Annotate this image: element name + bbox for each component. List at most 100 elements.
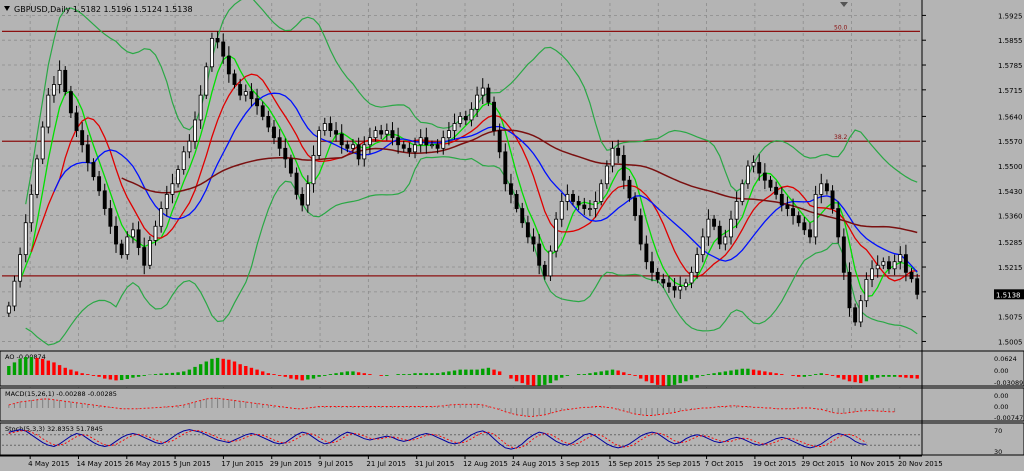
- candle-body: [317, 130, 322, 156]
- candle-body: [463, 116, 468, 121]
- candle-body: [57, 69, 62, 85]
- candle: [757, 153, 762, 181]
- candle-body: [334, 130, 339, 135]
- candle-body: [136, 229, 141, 248]
- candlesticks: [6, 31, 920, 328]
- candle-body: [300, 193, 305, 206]
- candle: [283, 138, 288, 168]
- candle-body: [898, 254, 903, 263]
- candle: [836, 201, 841, 244]
- candle: [531, 228, 536, 252]
- candle: [396, 127, 401, 154]
- candle-body: [768, 179, 773, 188]
- candle: [661, 273, 666, 289]
- candle: [221, 33, 226, 64]
- candle: [345, 140, 350, 153]
- shift-marker-icon[interactable]: [840, 2, 848, 7]
- candle-body: [198, 94, 203, 121]
- candle-body: [119, 243, 124, 256]
- candle: [729, 210, 733, 245]
- candle-body: [779, 193, 784, 206]
- candle-body: [915, 278, 920, 295]
- candle: [176, 165, 181, 188]
- candle: [356, 137, 361, 166]
- candle: [181, 146, 186, 175]
- candle: [367, 127, 372, 154]
- candle: [226, 46, 231, 83]
- candle-body: [887, 261, 891, 270]
- candle: [266, 110, 271, 133]
- candle: [204, 62, 209, 99]
- candle-body: [187, 140, 192, 153]
- price-tick-label: 1.5285: [998, 239, 1023, 247]
- candle: [418, 129, 423, 153]
- candle-body: [576, 201, 581, 206]
- price-tick-label: 1.5785: [998, 62, 1023, 70]
- candle: [655, 268, 660, 284]
- candle-body: [238, 84, 243, 96]
- price-tick-label: 1.5360: [998, 213, 1023, 221]
- candle: [571, 190, 575, 206]
- candle-body: [503, 151, 508, 185]
- date-axis: 4 May 2015 14 May 2015 26 May 2015 5 Jun 20…: [0, 455, 943, 468]
- candle: [441, 130, 446, 155]
- stoch-signal-line: [8, 429, 867, 449]
- candle-body: [864, 279, 869, 302]
- candle-body: [723, 236, 728, 245]
- candle: [435, 139, 440, 154]
- candle-body: [226, 55, 231, 75]
- candle: [480, 78, 485, 105]
- candle: [604, 160, 609, 189]
- candle: [249, 83, 254, 107]
- candle-body: [266, 116, 271, 128]
- candle-body: [108, 208, 113, 227]
- candle-body: [255, 98, 260, 107]
- candle-body: [525, 222, 530, 238]
- date-tick-label: 9 Jul 2015: [318, 460, 353, 468]
- candle-body: [537, 243, 542, 266]
- candle-body: [311, 154, 316, 185]
- candle: [328, 116, 333, 137]
- macd-panel: MACD(15,26,1) -0.00288 -0.00285 0.00 0.00 -…: [0, 387, 1024, 422]
- candle: [452, 113, 457, 140]
- candle: [119, 239, 124, 259]
- panel-axis-label: 70: [994, 427, 1002, 435]
- candle-body: [401, 144, 406, 149]
- candle-body: [159, 208, 164, 227]
- candle-body: [97, 176, 102, 192]
- candle: [255, 88, 260, 115]
- candle-body: [170, 183, 175, 195]
- candle: [85, 134, 90, 172]
- candle-body: [644, 243, 649, 263]
- bollinger-lower: [25, 156, 918, 346]
- candle: [159, 201, 164, 233]
- candle-body: [130, 229, 135, 238]
- candle: [599, 179, 604, 206]
- candle-body: [757, 162, 762, 174]
- candle-body: [176, 169, 181, 185]
- candle: [390, 122, 395, 146]
- candle-body: [193, 119, 197, 142]
- candle: [209, 32, 214, 72]
- candle-body: [559, 201, 564, 220]
- candle: [796, 211, 801, 227]
- candle: [666, 275, 671, 293]
- candle-body: [796, 215, 801, 224]
- candle: [114, 216, 118, 253]
- candle-body: [633, 197, 638, 217]
- candle-body: [475, 94, 480, 110]
- candle-body: [379, 130, 384, 135]
- candle-body: [587, 208, 592, 210]
- candle-body: [356, 144, 361, 160]
- candle: [717, 220, 722, 250]
- fib-label: 50.0: [834, 24, 848, 31]
- price-tick-label: 1.5640: [998, 113, 1023, 121]
- candle: [819, 173, 824, 204]
- candle: [379, 124, 384, 140]
- candle: [277, 129, 282, 156]
- candle-body: [604, 165, 609, 185]
- candle-body: [125, 236, 130, 256]
- candle-body: [497, 130, 502, 153]
- candle: [322, 117, 327, 136]
